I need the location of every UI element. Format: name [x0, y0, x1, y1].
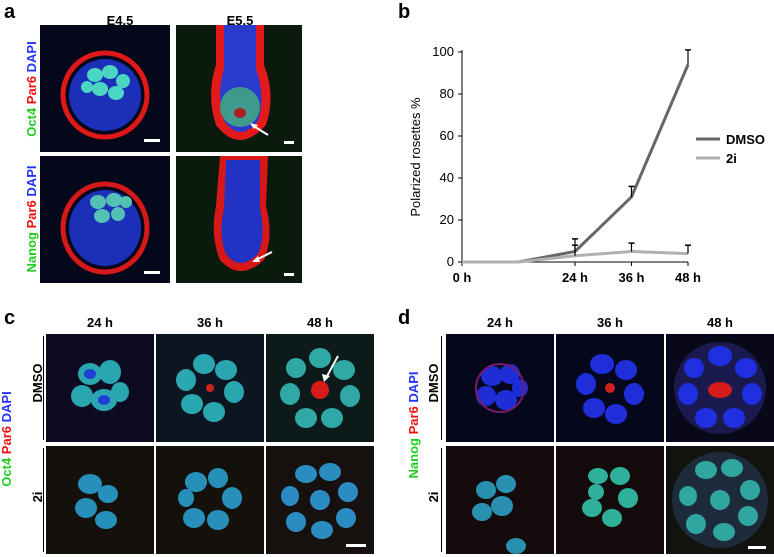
- micrograph-c-dmso-36h: [156, 334, 264, 442]
- stain-par6: Par6: [406, 406, 421, 435]
- divider: [441, 336, 442, 440]
- micrograph-a-e55-nanog: [176, 156, 302, 283]
- panel-a-col-e45: E4.5: [106, 13, 134, 28]
- legend-label: DMSO: [726, 132, 765, 147]
- panel-d-col-36h: 36 h: [596, 315, 623, 330]
- micrograph-a-e55-oct4: [176, 25, 302, 152]
- divider: [43, 448, 44, 552]
- stain-dapi: DAPI: [0, 391, 14, 423]
- y-tick-label: 0: [447, 254, 454, 269]
- stain-par6: Par6: [24, 200, 39, 229]
- stain-dapi: DAPI: [406, 371, 421, 403]
- panel-d-row-2i: 2i: [426, 491, 441, 503]
- panel-c-col-24h: 24 h: [86, 315, 113, 330]
- micrograph-c-2i-24h: [46, 446, 154, 554]
- y-tick-label: 40: [440, 170, 454, 185]
- panel-c-col-36h: 36 h: [196, 315, 223, 330]
- stain-nanog: Nanog: [24, 232, 39, 273]
- y-tick-label: 20: [440, 212, 454, 227]
- panel-d-label: d: [398, 307, 411, 329]
- panel-a-label: a: [4, 1, 16, 23]
- x-tick-label: 24 h: [562, 270, 588, 285]
- panel-c-label: c: [4, 307, 16, 329]
- panel-d-col-48h: 48 h: [706, 315, 733, 330]
- panel-d-row-dmso: DMSO: [426, 363, 441, 403]
- panel-d-col-24h: 24 h: [486, 315, 513, 330]
- micrograph-c-dmso-48h: [266, 334, 374, 442]
- micrograph-c-2i-36h: [156, 446, 264, 554]
- stain-nanog: Nanog: [406, 438, 421, 479]
- divider: [441, 448, 442, 552]
- micrograph-c-dmso-24h: [46, 334, 154, 442]
- stain-dapi: DAPI: [24, 165, 39, 197]
- rosette-chart: 0 20 40 60 80 100 0 h 24 h 36 h 48 h Polarized ros…: [408, 44, 765, 285]
- y-tick-label: 80: [440, 86, 454, 101]
- stain-oct4: Oct4: [24, 107, 39, 137]
- panel-a-row2-stain: Nanog Par6 DAPI: [24, 159, 39, 279]
- panel-c-stain: Oct4 Par6 DAPI: [0, 374, 14, 504]
- x-tick-label: 48 h: [675, 270, 701, 285]
- panel-a-col-e55: E5.5: [226, 13, 254, 28]
- micrograph-d-dmso-48h: [666, 334, 774, 442]
- x-tick-label: 36 h: [618, 270, 644, 285]
- panel-d-stain: Nanog Par6 DAPI: [406, 355, 421, 495]
- stain-dapi: DAPI: [24, 41, 39, 73]
- micrograph-d-2i-48h: [666, 446, 774, 554]
- micrograph-d-dmso-36h: [556, 334, 664, 442]
- panel-c-col-48h: 48 h: [306, 315, 333, 330]
- micrograph-d-dmso-24h: [446, 334, 554, 442]
- x-tick-label: 0 h: [453, 270, 472, 285]
- series-line-dmso: [462, 64, 690, 264]
- panel-b-label: b: [398, 1, 411, 23]
- micrograph-c-2i-48h: [266, 446, 374, 554]
- micrograph-a-e45-oct4: [40, 25, 170, 152]
- micrograph-a-e45-nanog: [40, 156, 170, 283]
- y-axis-label: Polarized rosettes %: [408, 97, 423, 217]
- divider: [43, 336, 44, 440]
- stain-par6: Par6: [24, 75, 39, 105]
- legend-label: 2i: [726, 151, 737, 166]
- micrograph-d-2i-24h: [446, 446, 554, 554]
- y-tick-label: 60: [440, 128, 454, 143]
- y-tick-label: 100: [432, 44, 454, 59]
- stain-oct4: Oct4: [0, 457, 14, 487]
- panel-a-row1-stain: Oct4 Par6 DAPI: [24, 29, 39, 149]
- stain-par6: Par6: [0, 425, 14, 455]
- micrograph-d-2i-36h: [556, 446, 664, 554]
